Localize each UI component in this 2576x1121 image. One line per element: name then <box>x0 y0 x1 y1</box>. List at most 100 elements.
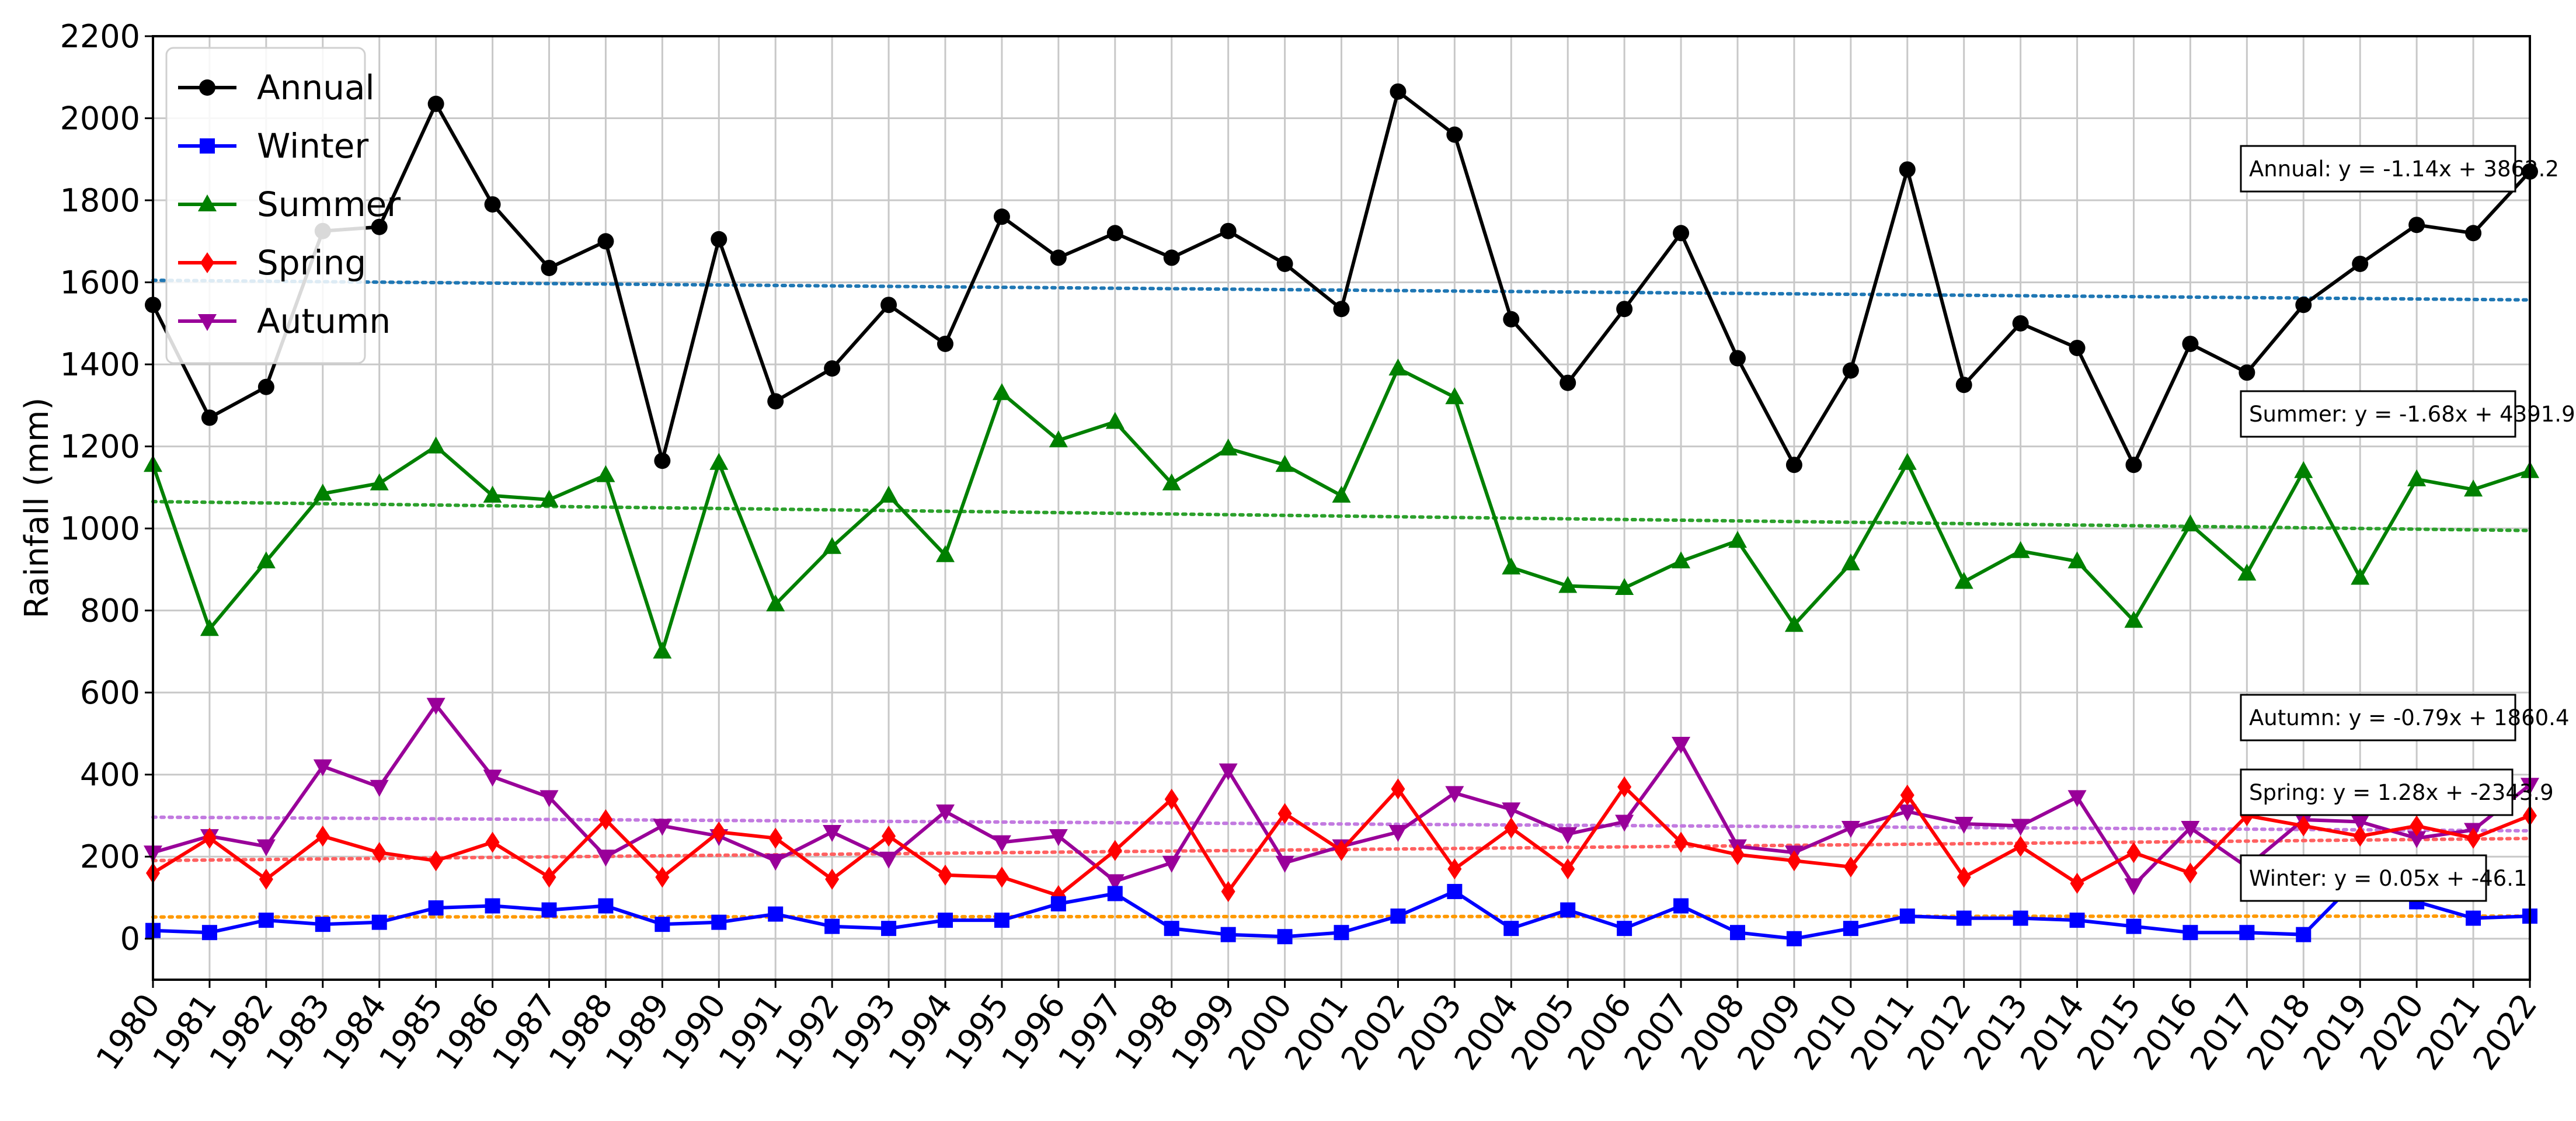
legend-marker-autumn <box>198 314 217 331</box>
data-point-annual <box>201 409 218 426</box>
data-point-winter <box>2013 910 2028 926</box>
equation-label-summer: Summer: y = -1.68x + 4391.9 <box>2249 402 2575 427</box>
data-point-annual <box>427 95 444 112</box>
data-point-annual <box>1842 362 1859 379</box>
data-point-annual <box>1220 222 1237 239</box>
data-point-summer <box>1388 358 1408 376</box>
data-point-annual <box>2352 255 2369 272</box>
y-tick-label: 1200 <box>60 429 140 465</box>
data-point-spring <box>1787 850 1801 872</box>
data-point-annual <box>541 259 558 276</box>
data-point-spring <box>655 866 670 888</box>
equation-box-spring <box>2240 768 2514 816</box>
data-point-spring <box>1447 858 1462 880</box>
data-point-summer <box>1558 576 1578 593</box>
data-point-summer <box>2124 611 2143 628</box>
data-point-winter <box>2239 925 2255 941</box>
trendline-equations: Annual: y = -1.14x + 3862.2 Summer: y = -… <box>2240 145 2575 902</box>
data-point-spring <box>1957 866 1971 888</box>
data-point-summer <box>1898 452 1917 470</box>
legend-label-spring: Spring <box>257 243 366 283</box>
data-point-annual <box>1390 83 1407 100</box>
data-point-annual <box>2408 217 2425 234</box>
data-point-summer <box>1049 430 1068 448</box>
data-point-summer <box>1332 485 1351 503</box>
data-point-autumn <box>1558 827 1578 844</box>
data-point-autumn <box>1502 802 1521 820</box>
data-point-spring <box>315 826 330 847</box>
data-point-spring <box>372 842 387 864</box>
data-point-annual <box>1729 350 1746 367</box>
legend-label-winter: Winter <box>257 126 368 166</box>
equation-box-annual <box>2240 145 2516 193</box>
data-point-winter <box>1843 921 1858 937</box>
data-point-spring <box>202 827 217 849</box>
data-point-annual <box>371 218 388 235</box>
legend-marker-winter <box>200 138 215 154</box>
equation-box-summer <box>2240 390 2516 438</box>
data-point-summer <box>1162 473 1181 490</box>
data-point-summer <box>1219 438 1238 456</box>
data-point-spring <box>882 826 896 847</box>
legend-box <box>165 47 366 364</box>
data-point-autumn <box>1105 874 1125 892</box>
data-point-autumn <box>2124 878 2143 896</box>
data-point-spring <box>2466 827 2481 849</box>
data-point-winter <box>541 902 557 918</box>
y-tick-label: 400 <box>80 757 140 793</box>
data-point-annual <box>2239 364 2255 381</box>
data-point-autumn <box>2011 819 2030 836</box>
data-point-annual <box>1503 311 1520 328</box>
data-point-annual <box>993 208 1010 225</box>
data-point-summer <box>313 483 332 501</box>
data-point-annual <box>2295 297 2312 314</box>
data-point-summer <box>2011 541 2030 558</box>
data-point-spring <box>1221 880 1235 902</box>
data-point-summer <box>200 619 219 636</box>
data-point-spring <box>2183 862 2198 884</box>
data-point-summer <box>1105 412 1125 429</box>
y-tick-label: 2000 <box>60 100 140 137</box>
y-tick-label: 1800 <box>60 182 140 219</box>
y-tick-label: 800 <box>80 593 140 629</box>
data-point-spring <box>1504 817 1519 839</box>
data-point-autumn <box>2407 831 2427 848</box>
data-point-spring <box>542 866 556 888</box>
data-point-spring <box>259 868 273 890</box>
data-point-annual <box>880 297 897 314</box>
data-point-winter <box>485 898 500 914</box>
data-point-summer <box>766 594 785 612</box>
data-point-spring <box>1900 784 1914 806</box>
data-point-summer <box>2237 563 2257 581</box>
equation-label-winter: Winter: y = 0.05x + -46.1 <box>2249 866 2528 891</box>
legend-marker-summer <box>198 194 217 211</box>
data-point-autumn <box>653 819 672 836</box>
data-point-spring <box>2070 872 2084 894</box>
data-point-winter <box>258 913 274 928</box>
data-point-annual <box>2182 335 2199 352</box>
data-point-summer <box>1672 551 1691 569</box>
data-point-autumn <box>1898 804 1917 821</box>
data-point-summer <box>2407 469 2427 486</box>
data-point-summer <box>1728 531 1747 548</box>
data-point-winter <box>768 906 784 922</box>
data-point-spring <box>1674 831 1689 853</box>
data-point-annual <box>2465 225 2482 242</box>
data-point-winter <box>1899 908 1915 924</box>
data-point-autumn <box>1162 855 1181 873</box>
y-tick-label: 1000 <box>60 510 140 547</box>
data-point-winter <box>315 917 330 932</box>
data-point-winter <box>1390 908 1406 924</box>
data-point-winter <box>1334 925 1349 941</box>
data-point-winter <box>881 921 897 937</box>
data-point-spring <box>429 850 443 872</box>
data-point-winter <box>1107 886 1123 901</box>
data-point-summer <box>539 489 559 507</box>
series-spring <box>146 776 2537 906</box>
data-point-annual <box>484 196 501 213</box>
data-point-summer <box>823 537 842 554</box>
data-point-annual <box>257 378 274 395</box>
data-point-autumn <box>936 804 955 821</box>
data-point-summer <box>256 551 276 569</box>
data-point-winter <box>1560 902 1576 918</box>
